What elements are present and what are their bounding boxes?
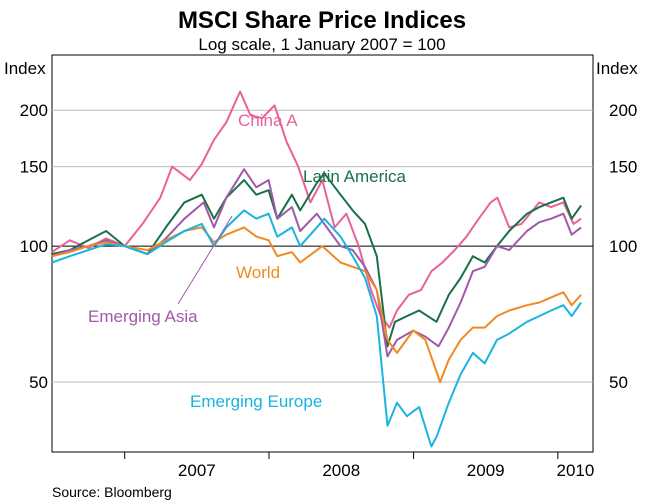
y-tick-labels: 50 50 100 100 150 150 200 200 (20, 101, 638, 392)
x-tick-label-2010: 2010 (557, 461, 595, 480)
series-line-emerging-europe (51, 209, 582, 448)
series-line-latin-america (51, 172, 582, 348)
y-tick-left-200: 200 (20, 101, 48, 120)
source-note: Source: Bloomberg (52, 484, 172, 500)
y-axis-label-left: Index (4, 59, 46, 78)
chart-subtitle: Log scale, 1 January 2007 = 100 (198, 35, 445, 54)
label-world: World (236, 263, 280, 282)
y-tick-left-100: 100 (20, 237, 48, 256)
y-tick-right-150: 150 (609, 158, 637, 177)
x-tick-label-2008: 2008 (322, 461, 360, 480)
y-tick-right-100: 100 (609, 237, 637, 256)
x-tick-label-2009: 2009 (467, 461, 505, 480)
chart-title: MSCI Share Price Indices (178, 7, 466, 34)
y-tick-left-50: 50 (29, 373, 48, 392)
annotations (177, 215, 233, 305)
grid-lines (52, 109, 593, 383)
emerging-asia-leader-line (177, 215, 233, 305)
series-line-world (51, 226, 582, 384)
label-emerging-europe: Emerging Europe (190, 392, 322, 411)
label-latin-america: Latin America (303, 167, 407, 186)
y-tick-left-150: 150 (20, 158, 48, 177)
x-tick-label-2007: 2007 (178, 461, 216, 480)
series-line-china-a (51, 90, 582, 329)
y-tick-right-50: 50 (609, 373, 628, 392)
label-emerging-asia: Emerging Asia (88, 307, 198, 326)
series-line-emerging-asia (51, 168, 582, 358)
plot-area (51, 54, 594, 453)
x-axis: 2007 2008 2009 2010 (124, 452, 595, 480)
y-axis-label-right: Index (596, 59, 638, 78)
series-lines (51, 90, 582, 448)
y-tick-right-200: 200 (609, 101, 637, 120)
label-china-a: China A (238, 111, 298, 130)
